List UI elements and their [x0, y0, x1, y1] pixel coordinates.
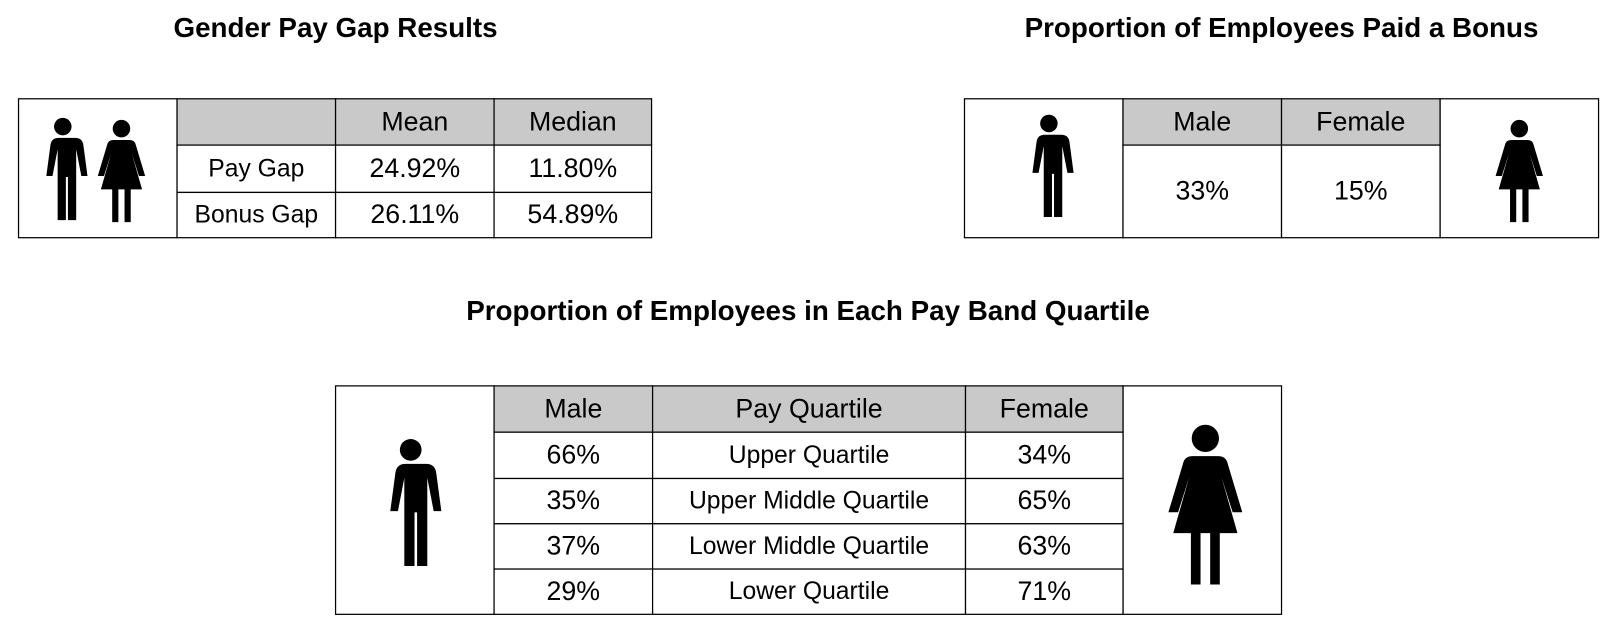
section-title: Proportion of Employees in Each Pay Band…	[466, 295, 1150, 326]
row-label: Upper Quartile	[729, 442, 890, 469]
row-label: Lower Middle Quartile	[689, 533, 929, 560]
row-label: Pay Gap	[208, 155, 304, 182]
cell	[964, 568, 1124, 615]
cell	[1122, 144, 1283, 239]
column-header: Female	[1316, 107, 1405, 137]
icon-cell	[17, 98, 178, 239]
value-cell: 35%	[547, 485, 601, 515]
cell	[493, 477, 654, 525]
cell	[493, 568, 654, 615]
cell	[651, 431, 967, 480]
cell	[334, 191, 495, 239]
value-cell: 63%	[1017, 531, 1071, 561]
value-cell: 37%	[547, 531, 601, 561]
value-cell: 24.92%	[369, 153, 460, 183]
cell	[964, 431, 1124, 480]
value-cell: 29%	[547, 576, 601, 606]
value-cell: 34%	[1017, 439, 1071, 469]
row-label: Upper Middle Quartile	[689, 488, 929, 515]
cell	[176, 144, 337, 194]
column-header: Female	[1000, 394, 1089, 424]
header-cell	[493, 385, 654, 433]
cell	[651, 523, 967, 570]
header-cell	[651, 385, 967, 433]
header-cell	[176, 98, 337, 146]
header-cell	[964, 385, 1124, 433]
value-cell: 33%	[1175, 175, 1229, 205]
column-header: Male	[544, 394, 602, 424]
column-header: Median	[529, 107, 617, 137]
column-header: Mean	[381, 107, 448, 137]
row-label: Bonus Gap	[195, 202, 319, 229]
tables: Gender Pay Gap Results Mean Median Pay Gap 2…	[17, 12, 1600, 615]
cell	[493, 191, 653, 239]
value-cell: 71%	[1017, 576, 1071, 606]
value-cell: 11.80%	[528, 153, 617, 183]
cell	[964, 523, 1124, 570]
value-cell: 26.11%	[370, 199, 459, 229]
value-cell: 65%	[1017, 485, 1071, 515]
value-cell: 54.89%	[527, 199, 618, 229]
value-cell: 66%	[547, 439, 601, 469]
column-header: Pay Quartile	[735, 394, 882, 424]
section-title: Gender Pay Gap Results	[174, 12, 498, 43]
header-cell	[493, 98, 653, 146]
row-label: Lower Quartile	[729, 578, 890, 605]
column-header: Male	[1173, 107, 1231, 137]
value-cell: 15%	[1334, 175, 1388, 205]
cell	[1280, 144, 1441, 239]
cell	[176, 191, 337, 239]
section-title: Proportion of Employees Paid a Bonus	[1025, 12, 1539, 43]
cell	[964, 477, 1124, 525]
cell	[493, 431, 654, 480]
header-cell	[334, 98, 495, 146]
